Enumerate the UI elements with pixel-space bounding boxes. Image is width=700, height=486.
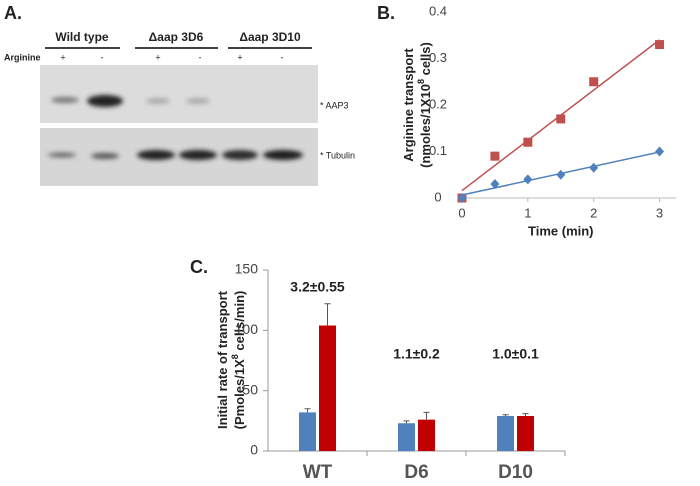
x-tick-label: 0 [458, 205, 465, 220]
band [51, 97, 79, 103]
y-tick-label: 0.2 [429, 96, 447, 111]
panel-label: B. [377, 3, 395, 23]
error-bar [423, 411, 430, 420]
y-axis-label-end: cells) [418, 42, 433, 79]
point [490, 179, 500, 190]
group-label: Δaap 3D6 [149, 30, 204, 44]
lane-label: - [281, 52, 284, 62]
annotation: 3.2±0.55 [290, 279, 345, 295]
lane-label: + [155, 52, 160, 62]
y-tick-label: 0.1 [429, 143, 447, 158]
panel-label: C. [190, 257, 208, 277]
point [556, 114, 566, 124]
group-label: Wild type [55, 30, 109, 44]
lane-label: - [101, 52, 104, 62]
band [91, 153, 119, 159]
superscript: 8 [230, 354, 240, 359]
band [146, 98, 170, 104]
point [523, 174, 533, 185]
annotation: 1.1±0.2 [393, 346, 440, 362]
point [490, 151, 500, 161]
y-axis-label-line: Initial rate of transport [215, 290, 230, 429]
y-axis-label-line: (Pmoles/1X [232, 359, 247, 429]
band [222, 150, 258, 160]
band [137, 150, 175, 160]
bar [517, 416, 534, 451]
x-tick-label: 2 [590, 205, 597, 220]
blot-image: * AAP3 * Tubulin [40, 65, 355, 186]
point [655, 146, 665, 157]
lane-label: - [199, 52, 202, 62]
bar [299, 412, 316, 451]
bar [398, 423, 415, 451]
y-axis-label-end: cells/min) [232, 291, 247, 355]
point [589, 77, 599, 87]
error-bar [403, 420, 410, 424]
panel-label: A. [4, 3, 22, 23]
blot-panel [40, 65, 318, 123]
x-tick-label: 3 [656, 205, 663, 220]
error-bar [502, 414, 509, 417]
x-axis-label: Time (min) [528, 223, 594, 238]
x-tick-label: WT [303, 462, 333, 483]
group-label: Δaap 3D10 [239, 30, 301, 44]
point [589, 162, 599, 173]
band [87, 95, 123, 107]
bar [497, 416, 514, 451]
lane-label: + [60, 52, 65, 62]
y-axis-label-line: (nmoles/1X10 [418, 84, 433, 168]
point [655, 40, 665, 50]
y-axis-label: Arginine transport (nmoles/1X108 cells) [401, 42, 433, 168]
x-tick-label: D10 [498, 462, 533, 483]
blot-header: Wild type Δaap 3D6 Δaap 3D10 Arginine + … [4, 30, 312, 62]
band-label: * AAP3 [320, 100, 349, 110]
band [186, 98, 210, 104]
band [263, 150, 303, 160]
superscript: 8 [416, 79, 426, 84]
row-label: Arginine [4, 52, 41, 62]
band-label: * Tubulin [320, 150, 355, 160]
error-bar [304, 408, 311, 413]
lane-label: + [237, 52, 242, 62]
annotation: 1.0±0.1 [492, 346, 539, 362]
y-tick-label: 0 [434, 189, 441, 204]
error-bar [324, 303, 331, 326]
bar [319, 325, 336, 451]
y-tick-label: 0.3 [429, 50, 447, 65]
x-tick-label: D6 [404, 462, 428, 483]
y-tick-label: 0.4 [429, 3, 447, 18]
band [48, 152, 76, 158]
y-tick-label: 50 [242, 381, 258, 397]
y-tick-label: 0 [250, 442, 258, 458]
band [179, 150, 217, 160]
y-tick-label: 100 [235, 321, 259, 337]
bar [418, 419, 435, 451]
y-axis-label: Initial rate of transport (Pmoles/1X8 cel… [215, 290, 247, 429]
y-tick-label: 150 [235, 261, 259, 277]
point [523, 137, 533, 147]
error-bar [522, 413, 529, 417]
point [457, 193, 467, 203]
x-tick-label: 1 [524, 205, 531, 220]
point [556, 169, 566, 180]
y-axis-label-line: Arginine transport [401, 48, 416, 162]
